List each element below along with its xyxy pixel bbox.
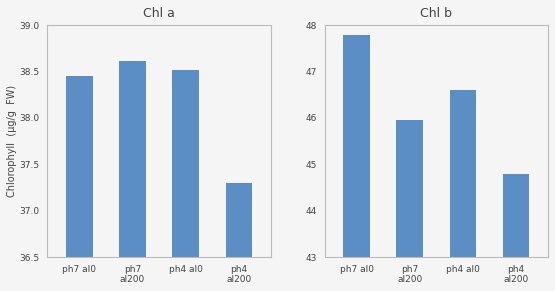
Bar — [173, 70, 199, 291]
Bar — [119, 61, 146, 291]
Title: Chl a: Chl a — [143, 7, 175, 20]
Bar — [450, 90, 476, 291]
Bar — [343, 35, 370, 291]
Bar — [396, 120, 423, 291]
Title: Chl b: Chl b — [420, 7, 452, 20]
Bar — [503, 174, 529, 291]
Bar — [226, 183, 253, 291]
Bar — [66, 76, 93, 291]
Y-axis label: Chlorophyll  (μg/g  FW): Chlorophyll (μg/g FW) — [7, 85, 17, 197]
